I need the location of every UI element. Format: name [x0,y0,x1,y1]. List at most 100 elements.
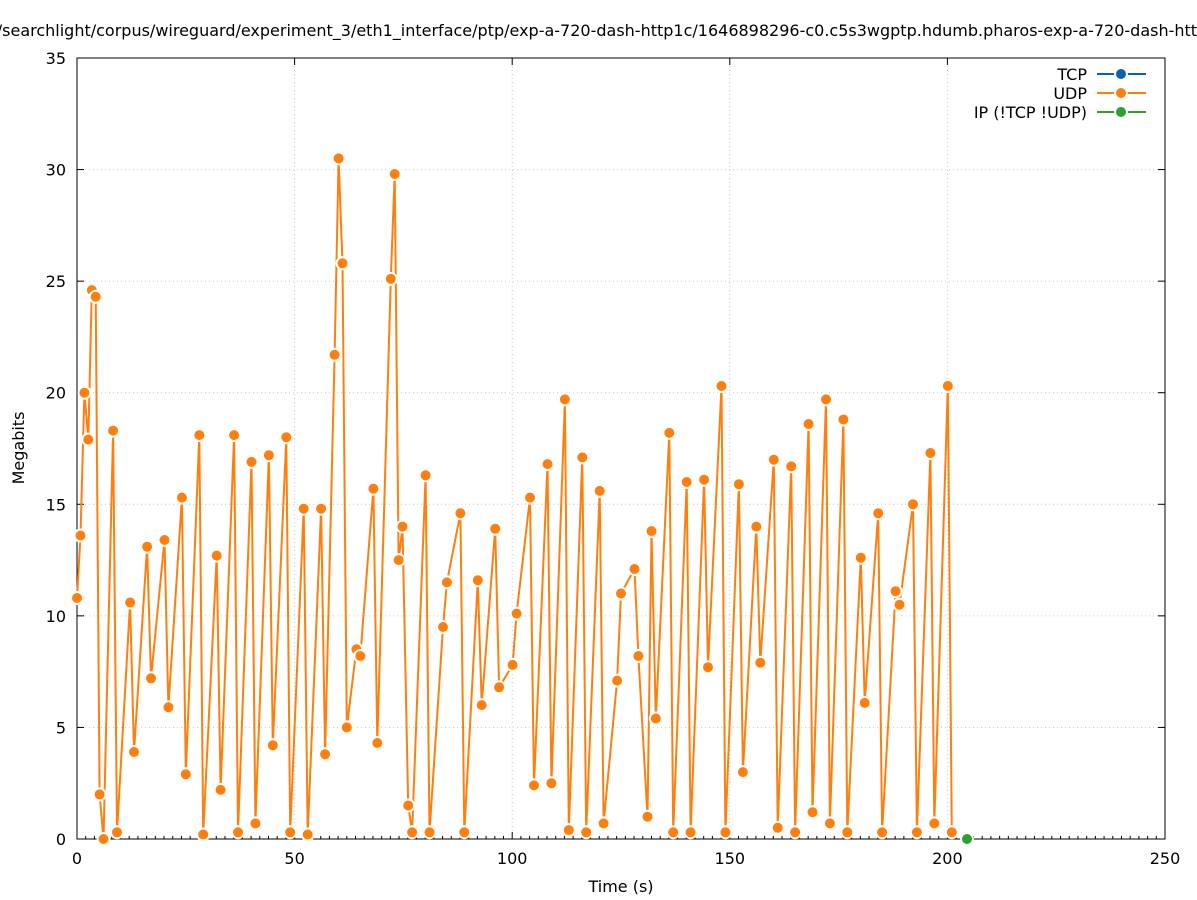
data-point [592,483,607,498]
data-point [644,524,659,539]
data-point [701,660,715,675]
data-point [470,573,485,588]
data-point [492,680,507,695]
data-point [561,823,576,838]
data-point [178,767,193,782]
data-point [927,816,942,831]
data-point [383,271,398,286]
data-point [353,649,368,663]
data-point [283,825,298,840]
data-point [77,385,92,400]
data-point [875,825,890,840]
data-point [871,506,886,521]
legend-marker [1114,86,1128,100]
series-line [76,157,953,840]
data-point [327,347,342,362]
data-point [106,423,121,438]
data-point [579,825,594,840]
data-point [857,695,872,710]
data-point [906,497,920,512]
data-point [88,289,103,304]
data-point [196,827,211,842]
data-point [92,787,107,802]
data-point [731,477,746,492]
data-point [523,490,537,505]
data-point [788,825,803,840]
data-point [527,778,541,793]
x-axis-label: Time (s) [587,877,653,896]
data-point [192,428,207,443]
data-point [127,745,141,759]
data-point [339,720,354,735]
data-point [540,457,555,472]
data-point [509,606,524,621]
data-point [544,776,559,791]
data-point [735,765,750,780]
data-point [610,673,625,688]
data-point [110,825,124,840]
data-point [457,825,472,840]
data-point [557,392,572,407]
data-point [73,528,88,543]
data-point [940,379,955,393]
legend-label: TCP [1056,65,1087,84]
data-point [439,575,454,590]
data-point [157,533,172,547]
data-point [231,825,245,840]
data-point [318,747,333,762]
data-point [300,827,315,842]
data-point [70,591,84,605]
data-point [279,430,294,445]
y-tick-label: 25 [46,272,66,291]
axes: 0 50 100 150 200 250 0 5 10 15 20 25 30 35 [46,49,1181,868]
data-point [770,820,785,835]
data-point [227,428,242,443]
data-point [766,452,781,467]
data-point [631,649,646,663]
data-point [265,738,280,753]
chart-title: pr0/searchlight/corpus/wireguard/experim… [0,21,1197,41]
series-1 [70,151,959,846]
data-point [801,417,816,431]
data-point [474,698,489,713]
y-tick-label: 15 [46,495,66,514]
data-point [370,736,385,750]
data-point [627,562,642,576]
x-tick-label: 0 [72,849,82,868]
y-tick-label: 30 [46,161,66,180]
data-point [836,412,851,427]
data-point [596,816,611,831]
data-point [174,490,189,505]
x-tick-label: 150 [715,849,746,868]
legend-label: UDP [1053,84,1087,103]
data-point [422,825,437,840]
series-2 [960,832,974,846]
x-tick-label: 250 [1150,849,1181,868]
data-point [640,809,655,824]
data-point [81,432,96,447]
data-point [453,506,468,521]
data-point [314,501,329,516]
data-point [387,167,402,181]
data-point [488,521,503,536]
data-point [718,825,733,840]
data-point [944,825,959,840]
series-group [70,151,974,846]
data-point [853,550,868,565]
data-point [697,472,712,487]
data-point [892,597,907,612]
data-point [161,700,176,715]
data-point [819,392,833,407]
data-point [822,816,837,831]
y-tick-label: 5 [56,718,66,737]
y-axis-label: Megabits [9,412,28,485]
data-point [96,832,111,846]
y-tick-label: 20 [46,384,66,403]
y-tick-label: 0 [56,830,66,849]
data-point [261,448,276,463]
grid-lines [77,58,1165,839]
data-point [405,825,420,840]
data-point [395,519,410,534]
